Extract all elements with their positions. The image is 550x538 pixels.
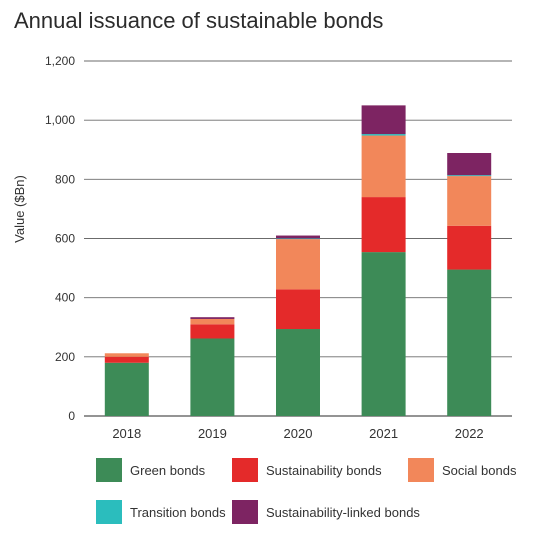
x-tick-label: 2021: [369, 426, 398, 441]
legend-item-social-bonds: Social bonds: [408, 458, 516, 482]
bar-segment-social-bonds-2021: [361, 135, 406, 198]
legend-swatch: [232, 500, 258, 524]
bar-segment-sustainability-bonds-2020: [276, 289, 320, 330]
x-axis-ticks: 2018 2019 2020 2021 2022: [112, 426, 483, 441]
bars: [104, 105, 492, 416]
bar-segment-social-bonds-2020: [276, 239, 320, 290]
bar-segment-green-bonds-2021: [361, 252, 406, 416]
bar-segment-sustainability-bonds-2018: [104, 356, 149, 363]
y-tick-label: 0: [68, 409, 75, 423]
y-tick-label: 800: [55, 172, 75, 186]
legend-item-sustainability-linked-bonds: Sustainability-linked bonds: [232, 500, 420, 524]
bar-segment-transition-bonds-2020: [276, 238, 320, 240]
bar-segment-sustainability-linked-bonds-2020: [276, 235, 320, 239]
bar-segment-transition-bonds-2021: [361, 134, 406, 136]
bar-segment-social-bonds-2018: [104, 353, 149, 357]
y-tick-label: 200: [55, 350, 75, 364]
legend-label: Sustainability bonds: [266, 462, 382, 478]
bar-segment-transition-bonds-2022: [447, 175, 492, 177]
bar-segment-social-bonds-2022: [447, 176, 492, 226]
legend-label: Social bonds: [442, 462, 517, 478]
legend-label: Sustainability-linked bonds: [266, 504, 420, 520]
bar-segment-green-bonds-2022: [447, 269, 492, 416]
legend-swatch: [96, 500, 122, 524]
y-tick-label: 1,000: [45, 113, 75, 127]
legend-swatch: [232, 458, 258, 482]
y-tick-label: 600: [55, 232, 75, 246]
legend-swatch: [96, 458, 122, 482]
y-axis-ticks: 0 200 400 600 800 1,000 1,200: [45, 54, 75, 423]
chart-title: Annual issuance of sustainable bonds: [14, 8, 384, 33]
bar-segment-sustainability-linked-bonds-2021: [361, 105, 406, 135]
bar-segment-green-bonds-2018: [104, 362, 149, 416]
bar-segment-sustainability-bonds-2021: [361, 197, 406, 253]
x-tick-label: 2022: [455, 426, 484, 441]
legend-swatch: [408, 458, 434, 482]
legend-item-green-bonds: Green bonds: [96, 458, 205, 482]
legend-label: Transition bonds: [130, 504, 226, 520]
bar-segment-green-bonds-2020: [276, 329, 320, 416]
legend: Green bonds Sustainability bonds Social bo…: [96, 458, 536, 528]
y-tick-label: 1,200: [45, 54, 75, 68]
bar-segment-social-bonds-2019: [190, 318, 235, 325]
legend-item-transition-bonds: Transition bonds: [96, 500, 226, 524]
bar-segment-sustainability-bonds-2019: [190, 324, 235, 339]
legend-label: Green bonds: [130, 462, 206, 478]
bar-segment-sustainability-linked-bonds-2022: [447, 153, 492, 176]
x-tick-label: 2019: [198, 426, 227, 441]
y-tick-label: 400: [55, 291, 75, 305]
legend-item-sustainability-bonds: Sustainability bonds: [232, 458, 382, 482]
bar-segment-sustainability-bonds-2022: [447, 225, 492, 270]
chart-plot: 0 200 400 600 800 1,000 1,200 2018 2019 2020 2021…: [12, 54, 512, 441]
y-axis-title: Value ($Bn): [12, 175, 27, 243]
bar-segment-sustainability-linked-bonds-2019: [190, 317, 235, 319]
x-tick-label: 2018: [112, 426, 141, 441]
x-tick-label: 2020: [284, 426, 313, 441]
bar-segment-green-bonds-2019: [190, 338, 235, 416]
